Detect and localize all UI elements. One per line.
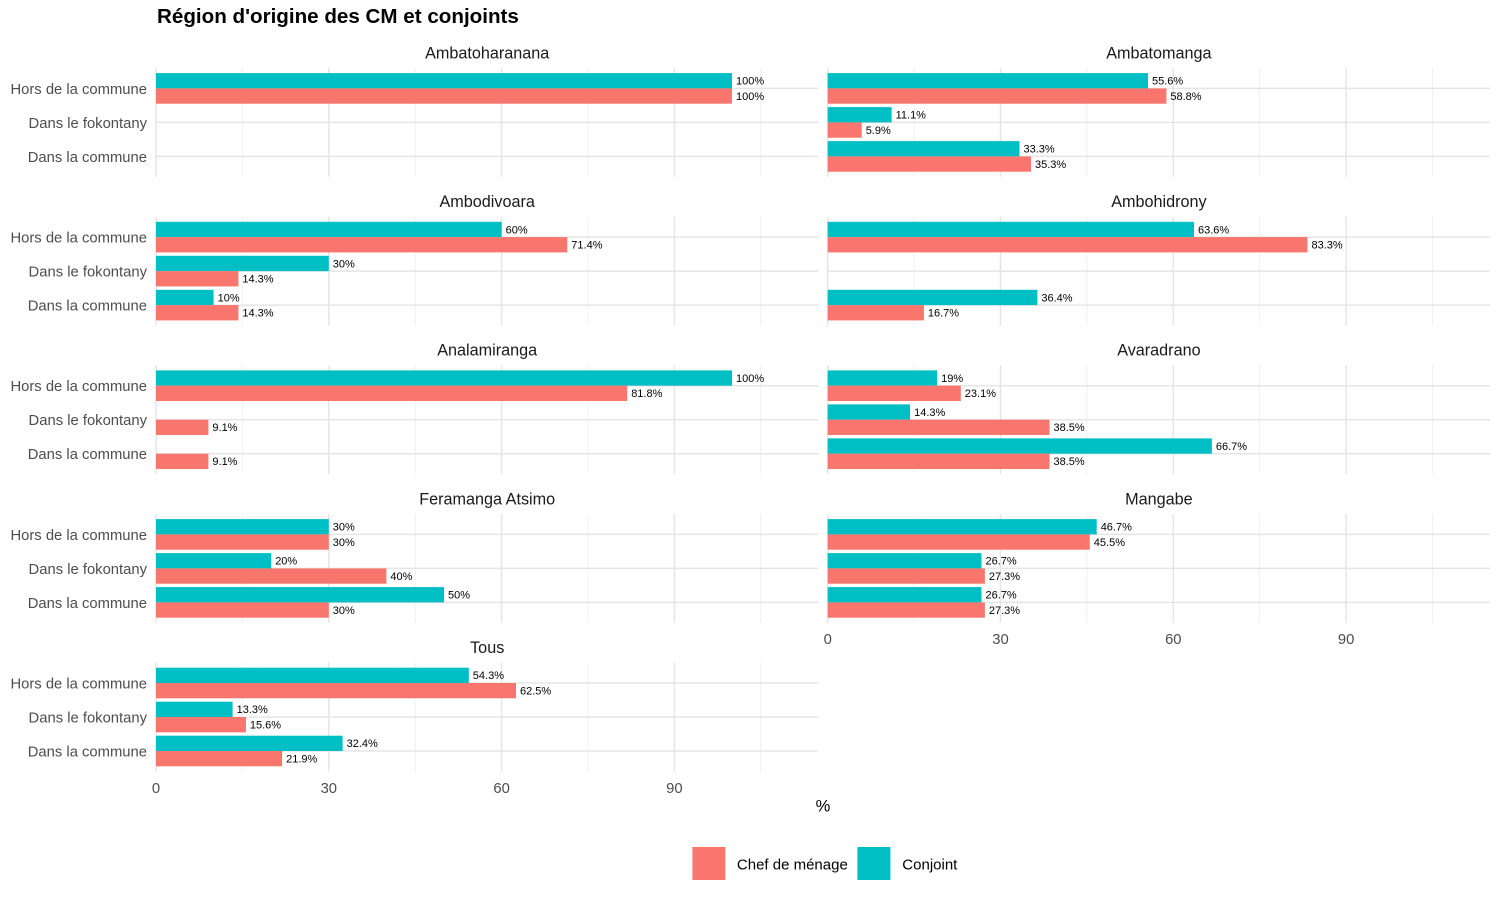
svg-text:62.5%: 62.5% [520,686,551,698]
svg-text:Avaradrano: Avaradrano [1117,342,1200,360]
svg-text:Tous: Tous [470,639,504,657]
svg-text:Région d'origine des CM et con: Région d'origine des CM et conjoints [157,5,519,28]
svg-text:100%: 100% [736,91,764,103]
svg-text:Dans le fokontany: Dans le fokontany [29,413,148,429]
svg-text:27.3%: 27.3% [989,571,1020,583]
svg-text:100%: 100% [736,76,764,88]
svg-text:50%: 50% [448,590,470,602]
svg-text:71.4%: 71.4% [571,240,602,252]
svg-text:Dans la commune: Dans la commune [28,150,147,166]
svg-text:19%: 19% [941,373,963,385]
svg-text:%: % [816,798,831,816]
svg-text:Hors de la commune: Hors de la commune [10,676,147,692]
svg-text:14.3%: 14.3% [242,274,273,286]
svg-text:Conjoint: Conjoint [902,857,958,874]
svg-text:83.3%: 83.3% [1312,240,1343,252]
svg-text:14.3%: 14.3% [242,308,273,320]
svg-text:10%: 10% [218,292,240,304]
svg-text:20%: 20% [275,556,297,568]
svg-text:Chef de ménage: Chef de ménage [737,857,848,874]
svg-text:Ambodivoara: Ambodivoara [440,193,535,211]
svg-text:11.1%: 11.1% [896,110,927,122]
svg-text:Hors de la commune: Hors de la commune [10,82,147,98]
svg-text:30%: 30% [333,537,355,549]
svg-text:45.5%: 45.5% [1094,537,1125,549]
svg-text:26.7%: 26.7% [986,590,1017,602]
svg-text:0: 0 [824,632,832,648]
svg-text:35.3%: 35.3% [1035,159,1066,171]
svg-text:46.7%: 46.7% [1101,522,1132,534]
svg-text:27.3%: 27.3% [989,605,1020,617]
svg-text:9.1%: 9.1% [212,456,237,468]
svg-text:30%: 30% [333,522,355,534]
svg-text:21.9%: 21.9% [286,754,317,766]
svg-text:5.9%: 5.9% [866,125,891,137]
svg-text:100%: 100% [736,373,764,385]
svg-text:0: 0 [152,781,160,797]
svg-text:Dans la commune: Dans la commune [28,298,147,314]
svg-text:40%: 40% [390,571,412,583]
svg-text:30: 30 [321,781,337,797]
svg-text:Dans la commune: Dans la commune [28,744,147,760]
svg-text:60%: 60% [506,224,528,236]
svg-text:13.3%: 13.3% [237,704,268,716]
svg-text:66.7%: 66.7% [1216,441,1247,453]
svg-text:15.6%: 15.6% [250,720,281,732]
svg-text:63.6%: 63.6% [1198,224,1229,236]
svg-text:14.3%: 14.3% [914,407,945,419]
svg-text:Hors de la commune: Hors de la commune [10,528,147,544]
svg-text:Dans la commune: Dans la commune [28,596,147,612]
svg-text:Hors de la commune: Hors de la commune [10,231,147,247]
svg-text:Dans le fokontany: Dans le fokontany [29,710,148,726]
svg-text:9.1%: 9.1% [212,422,237,434]
svg-text:Mangabe: Mangabe [1125,490,1193,508]
svg-text:Feramanga Atsimo: Feramanga Atsimo [419,490,555,508]
svg-text:33.3%: 33.3% [1024,144,1055,156]
svg-text:90: 90 [1338,632,1354,648]
svg-text:Dans la commune: Dans la commune [28,447,147,463]
svg-text:Hors de la commune: Hors de la commune [10,379,147,395]
svg-text:Ambatomanga: Ambatomanga [1106,44,1211,62]
svg-text:81.8%: 81.8% [631,388,662,400]
svg-text:Ambohidrony: Ambohidrony [1111,193,1207,211]
svg-text:36.4%: 36.4% [1041,292,1072,304]
svg-text:Ambatoharanana: Ambatoharanana [425,44,549,62]
svg-text:32.4%: 32.4% [347,738,378,750]
svg-text:Dans le fokontany: Dans le fokontany [29,562,148,578]
svg-text:60: 60 [493,781,509,797]
svg-text:58.8%: 58.8% [1170,91,1201,103]
svg-text:38.5%: 38.5% [1054,456,1085,468]
svg-text:26.7%: 26.7% [986,556,1017,568]
svg-text:16.7%: 16.7% [928,308,959,320]
svg-text:55.6%: 55.6% [1152,76,1183,88]
svg-text:Dans le fokontany: Dans le fokontany [29,264,148,280]
svg-text:90: 90 [666,781,682,797]
svg-text:54.3%: 54.3% [473,670,504,682]
svg-text:30%: 30% [333,605,355,617]
svg-text:30%: 30% [333,258,355,270]
svg-text:30: 30 [992,632,1008,648]
svg-text:Analamiranga: Analamiranga [437,342,537,360]
svg-text:60: 60 [1165,632,1181,648]
svg-text:38.5%: 38.5% [1054,422,1085,434]
svg-text:Dans le fokontany: Dans le fokontany [29,116,148,132]
svg-text:23.1%: 23.1% [965,388,996,400]
